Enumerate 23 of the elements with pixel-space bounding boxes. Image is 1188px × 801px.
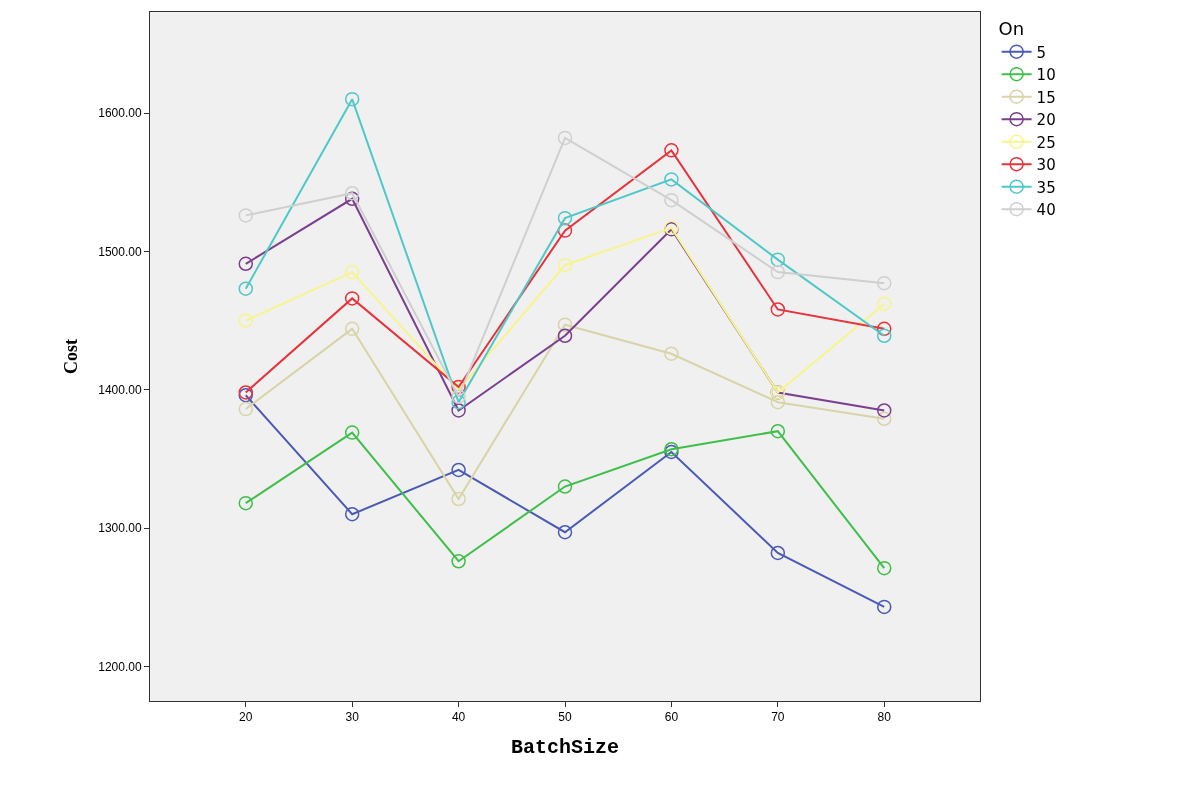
legend-label: 35 — [1036, 178, 1056, 197]
x-tick-label: 50 — [558, 710, 572, 725]
y-tick-label: 1200.00 — [98, 659, 142, 674]
x-tick-label: 60 — [664, 710, 679, 725]
x-tick-label: 20 — [239, 710, 253, 725]
x-axis-title: BatchSize — [510, 735, 620, 759]
legend-label: 5 — [1036, 43, 1047, 62]
x-tick-label: 40 — [451, 710, 466, 725]
legend-label: 15 — [1036, 88, 1056, 107]
y-tick-label: 1400.00 — [98, 382, 142, 397]
legend-label: 40 — [1036, 201, 1056, 219]
y-tick-label: 1600.00 — [98, 106, 142, 121]
legend-label: 20 — [1036, 111, 1056, 129]
legend-label: 30 — [1036, 156, 1056, 174]
x-tick-label: 80 — [877, 710, 892, 725]
x-tick-label: 30 — [345, 710, 360, 725]
y-axis-title: Cost — [61, 339, 82, 374]
y-tick-label: 1500.00 — [98, 244, 142, 259]
legend-title: On — [998, 18, 1025, 40]
legend-label: 10 — [1036, 66, 1056, 84]
x-tick-label: 70 — [771, 710, 785, 725]
y-tick-label: 1300.00 — [98, 521, 142, 536]
legend-label: 25 — [1036, 133, 1056, 152]
